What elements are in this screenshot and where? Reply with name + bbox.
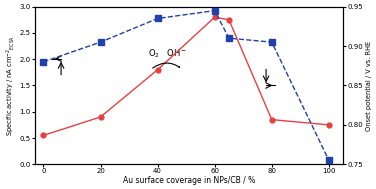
Y-axis label: Specific activity / nA cm$^{-2}$$_{\mathrm{ECSA}}$: Specific activity / nA cm$^{-2}$$_{\math…: [4, 35, 17, 136]
Y-axis label: Onset potential / V vs. RHE: Onset potential / V vs. RHE: [366, 40, 372, 131]
X-axis label: Au surface coverage in NPs/CB / %: Au surface coverage in NPs/CB / %: [123, 176, 255, 185]
Text: $\mathrm{O_2}$   $\mathrm{OH^-}$: $\mathrm{O_2}$ $\mathrm{OH^-}$: [148, 48, 187, 60]
FancyArrowPatch shape: [153, 63, 180, 68]
